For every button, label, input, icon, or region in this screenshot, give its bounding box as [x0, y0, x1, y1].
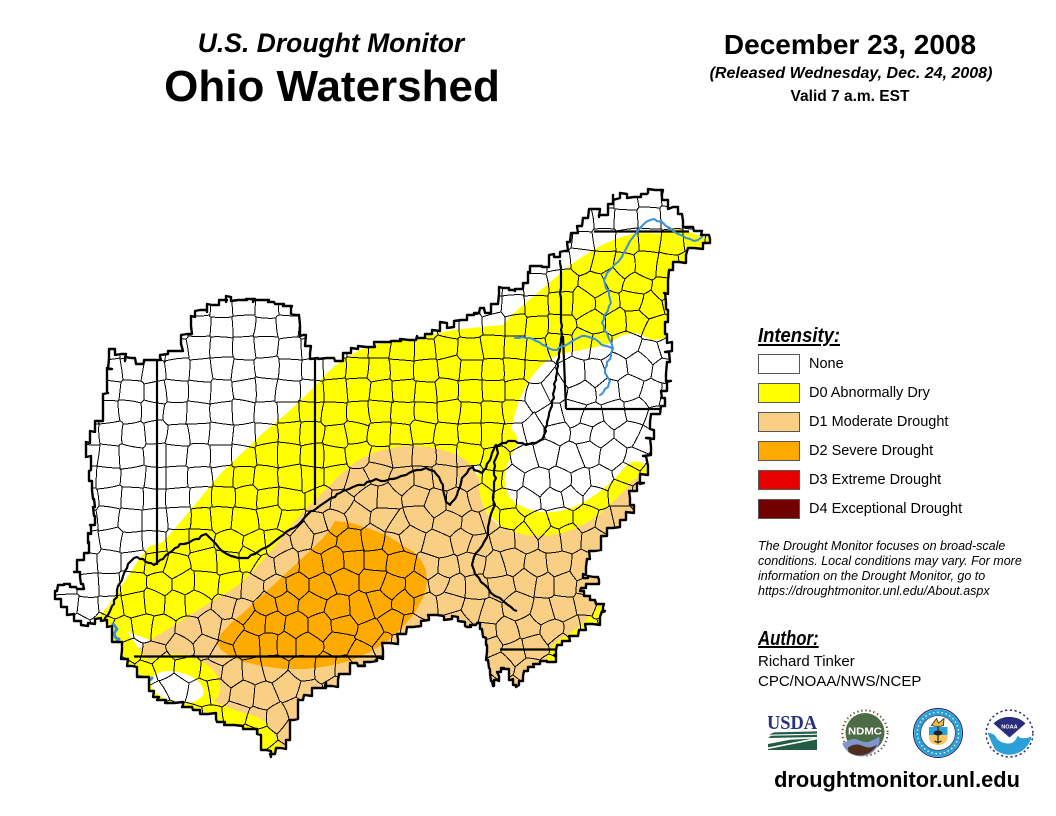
svg-text:NOAA: NOAA [1001, 725, 1017, 731]
svg-text:NDMC: NDMC [848, 727, 882, 738]
svg-text:USDA: USDA [768, 714, 818, 734]
